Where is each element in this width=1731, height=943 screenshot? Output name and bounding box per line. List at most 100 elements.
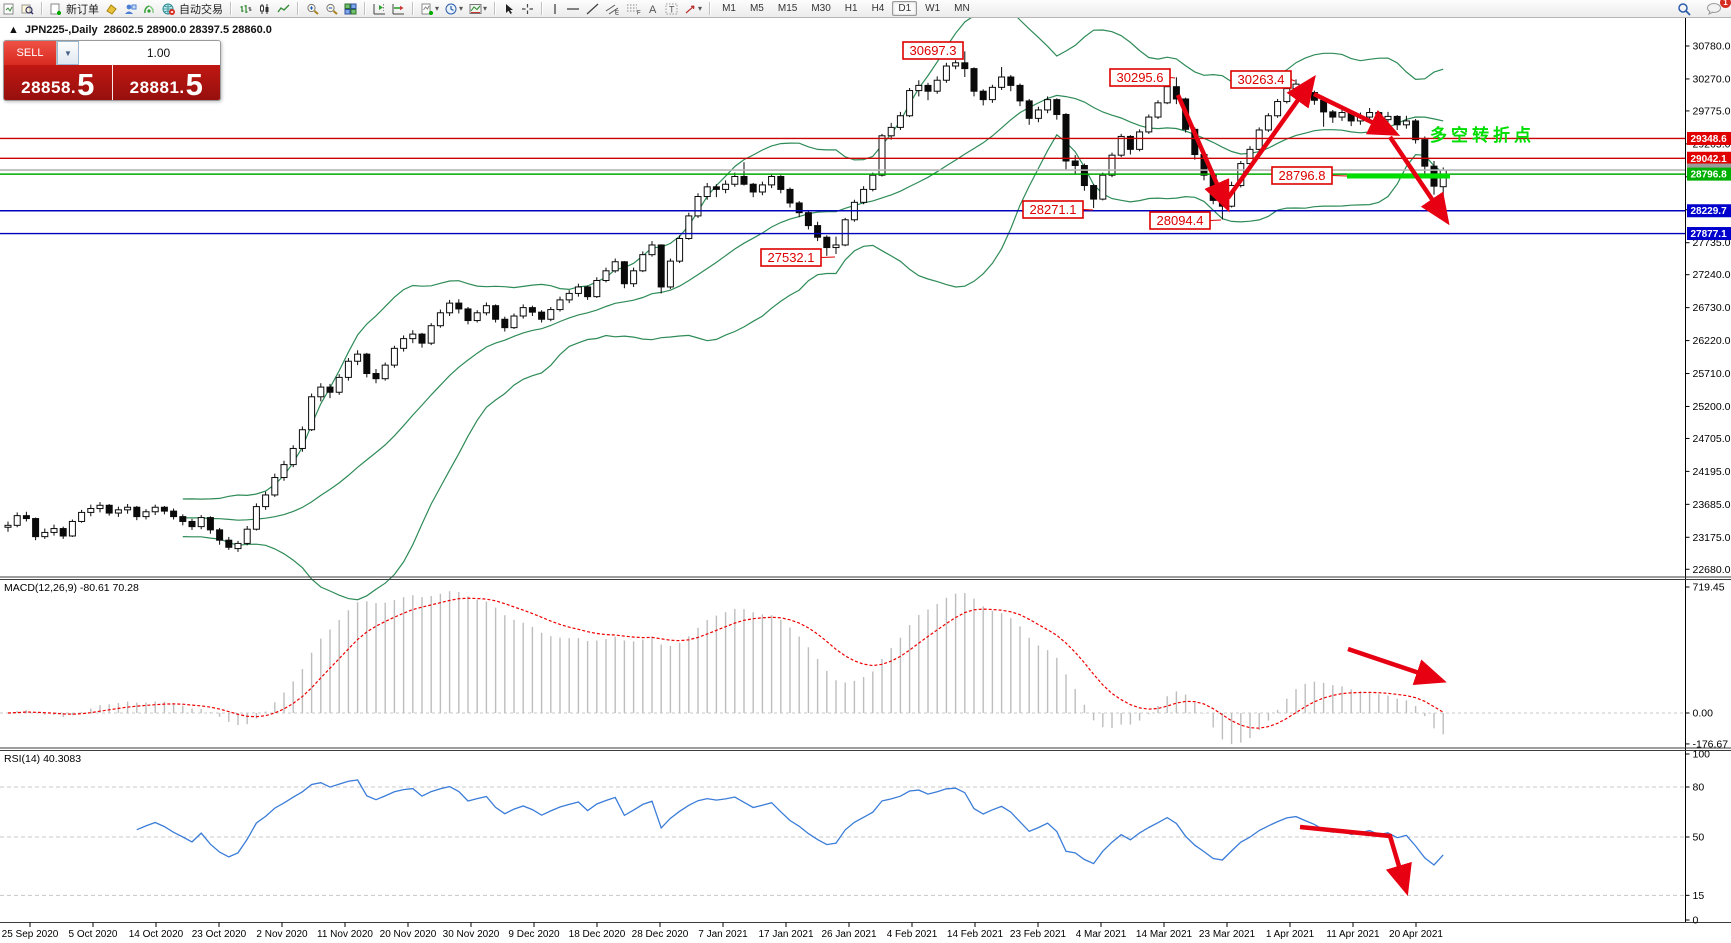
text-tool-icon[interactable]: A bbox=[644, 1, 662, 16]
annotation-box bbox=[902, 41, 964, 60]
toolbar-separator bbox=[494, 2, 497, 15]
candlestick-body bbox=[942, 65, 950, 81]
timeframe-h1[interactable]: H1 bbox=[844, 3, 858, 14]
candlestick-body bbox=[455, 302, 463, 310]
annotation-connector bbox=[820, 256, 836, 258]
autotrading-button[interactable]: 自动交易 bbox=[159, 1, 226, 16]
candlestick-body bbox=[133, 506, 141, 518]
new-order-button[interactable]: 新订单 bbox=[47, 1, 102, 16]
timeframe-m5[interactable]: M5 bbox=[749, 3, 764, 14]
candlestick-body bbox=[1044, 99, 1052, 111]
history-center-icon[interactable] bbox=[102, 1, 121, 16]
candlestick-body bbox=[179, 516, 187, 522]
auto-scroll-icon[interactable] bbox=[389, 1, 408, 16]
macd-signal-line bbox=[7, 597, 1444, 729]
sell-button[interactable]: SELL bbox=[4, 41, 56, 65]
candlestick-body bbox=[482, 305, 490, 314]
tile-windows-icon[interactable] bbox=[341, 1, 360, 16]
price-axis-label: 30780.0 bbox=[1693, 41, 1731, 53]
candlestick-body bbox=[1145, 116, 1153, 133]
annotation-connector bbox=[1169, 77, 1176, 79]
price-tag-label: 28229.7 bbox=[1691, 206, 1728, 217]
cursor-tool-icon[interactable] bbox=[500, 1, 518, 16]
candlestick-body bbox=[22, 515, 30, 520]
candlestick-body bbox=[869, 174, 877, 190]
search-icon[interactable] bbox=[1674, 1, 1695, 16]
chart-shift-icon[interactable] bbox=[370, 1, 389, 16]
candlestick-body bbox=[611, 261, 619, 272]
chevron-down-icon[interactable]: ▾ bbox=[698, 4, 703, 13]
candlestick-body bbox=[510, 315, 518, 329]
candlestick-body bbox=[216, 529, 224, 541]
chevron-down-icon[interactable]: ▾ bbox=[459, 4, 464, 13]
volume-input[interactable] bbox=[79, 41, 220, 65]
timeframe-m15[interactable]: M15 bbox=[777, 3, 798, 14]
candlestick-body bbox=[574, 286, 582, 294]
indicators-icon[interactable]: ▾ bbox=[418, 1, 442, 16]
candlestick-body bbox=[206, 517, 214, 531]
line-chart-mode-icon[interactable] bbox=[274, 1, 293, 16]
rsi-axis-label: 0 bbox=[1693, 915, 1699, 927]
timeframe-h4[interactable]: H4 bbox=[871, 3, 885, 14]
annotation-label: 28796.8 bbox=[1279, 168, 1326, 183]
equidistant-channel-tool-icon[interactable]: E bbox=[602, 1, 623, 16]
crosshair-tool-icon[interactable] bbox=[518, 1, 537, 16]
candlestick-body bbox=[906, 90, 914, 117]
timeframe-w1[interactable]: W1 bbox=[925, 3, 941, 14]
new-chart-icon[interactable] bbox=[0, 1, 18, 16]
notifications-icon[interactable]: 1 bbox=[1703, 0, 1731, 16]
date-axis-label: 14 Feb 2021 bbox=[947, 929, 1004, 940]
candlestick-body bbox=[317, 386, 325, 398]
profiles-icon[interactable] bbox=[18, 1, 37, 16]
date-axis-label: 7 Jan 2021 bbox=[698, 929, 748, 940]
symbol-name: JPN225-,Daily bbox=[24, 24, 98, 36]
timeframe-m30[interactable]: M30 bbox=[811, 3, 831, 14]
horizontal-line-tool-icon[interactable] bbox=[563, 1, 583, 16]
price-axis-label: 24705.0 bbox=[1693, 433, 1731, 445]
fibonacci-tool-icon[interactable]: F bbox=[623, 1, 644, 16]
vertical-line-tool-icon[interactable] bbox=[547, 1, 563, 16]
trend-arrow bbox=[1313, 91, 1401, 136]
annotation-label: 30263.4 bbox=[1238, 72, 1285, 87]
zoom-out-icon[interactable] bbox=[322, 1, 341, 16]
bollinger-middle-band bbox=[182, 94, 1444, 521]
candlestick-body bbox=[657, 244, 665, 288]
timeframe-m1[interactable]: M1 bbox=[722, 3, 736, 14]
shapes-tool-icon[interactable]: ▾ bbox=[681, 1, 705, 16]
candlestick-body bbox=[1375, 112, 1383, 121]
expert-advisor-icon[interactable] bbox=[121, 1, 140, 16]
periods-icon[interactable]: ▾ bbox=[442, 1, 466, 16]
bar-chart-mode-icon[interactable] bbox=[236, 1, 255, 16]
date-axis-label: 23 Feb 2021 bbox=[1010, 929, 1067, 940]
chevron-down-icon[interactable]: ▾ bbox=[435, 4, 440, 13]
timeframe-d1[interactable]: D1 bbox=[892, 1, 918, 16]
date-axis-label: 20 Apr 2021 bbox=[1389, 929, 1443, 940]
candlestick-body bbox=[114, 509, 122, 514]
sell-price[interactable]: 28858. 5 bbox=[4, 65, 113, 100]
templates-icon[interactable]: ▾ bbox=[466, 1, 490, 16]
candlestick-body bbox=[271, 477, 279, 496]
signal-icon[interactable] bbox=[140, 1, 159, 16]
collapse-marker-icon[interactable]: ▲ bbox=[8, 24, 19, 36]
candlestick-body bbox=[1264, 115, 1272, 131]
price-axis-label: 27735.0 bbox=[1693, 237, 1731, 249]
text-label-tool-icon[interactable]: T bbox=[662, 1, 681, 16]
price-tag-label: 29348.6 bbox=[1691, 134, 1728, 145]
zoom-in-icon[interactable] bbox=[303, 1, 322, 16]
timeframe-mn[interactable]: MN bbox=[954, 3, 970, 14]
candlestick-body bbox=[41, 531, 49, 538]
trendline-tool-icon[interactable] bbox=[583, 1, 602, 16]
candlestick-body bbox=[639, 254, 647, 272]
volume-decrease-button[interactable]: ▼ bbox=[57, 41, 79, 65]
annotation-label: 27532.1 bbox=[768, 250, 815, 265]
candlestick-mode-icon[interactable] bbox=[255, 1, 274, 16]
buy-price[interactable]: 28881. 5 bbox=[113, 65, 221, 100]
rsi-axis-label: 50 bbox=[1693, 832, 1705, 844]
candlestick-body bbox=[372, 373, 380, 380]
chevron-down-icon[interactable]: ▾ bbox=[483, 4, 488, 13]
candlestick-body bbox=[160, 506, 168, 512]
volume-stepper: ▼ ▲ bbox=[56, 41, 220, 65]
candlestick-body bbox=[703, 186, 711, 198]
